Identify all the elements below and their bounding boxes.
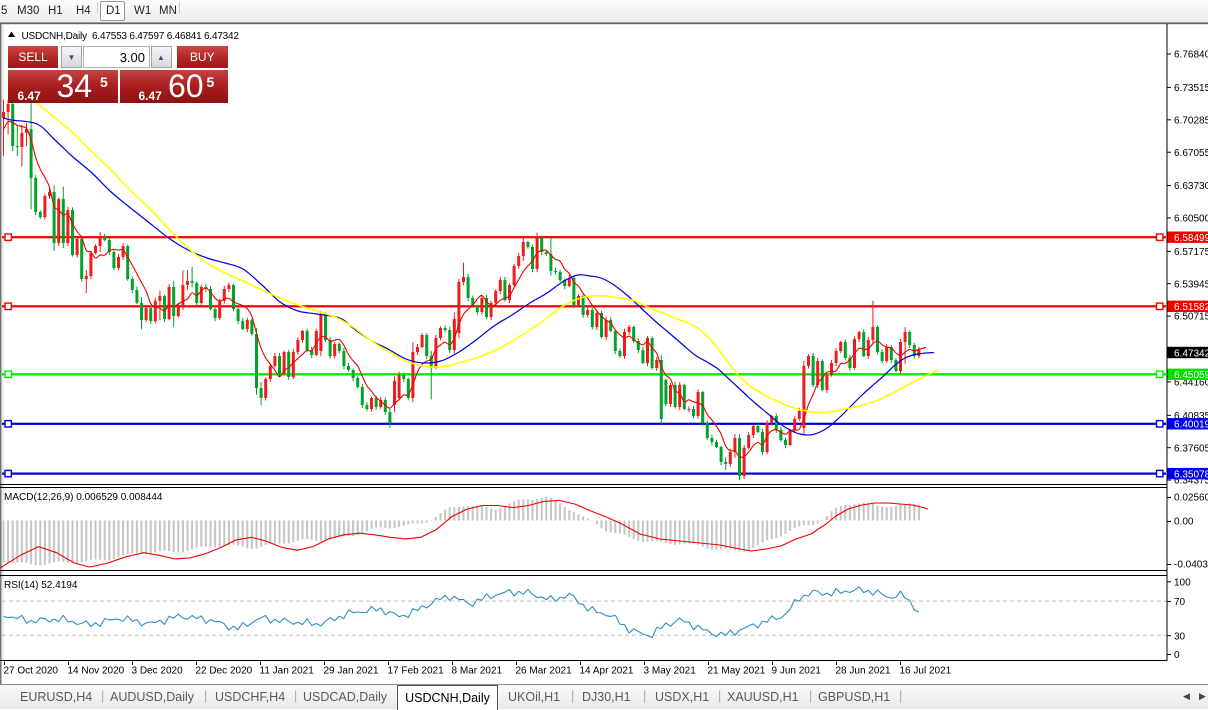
svg-text:6.76840: 6.76840 bbox=[1174, 50, 1208, 61]
svg-text:6.57175: 6.57175 bbox=[1174, 247, 1208, 258]
svg-text:14 Apr 2021: 14 Apr 2021 bbox=[580, 666, 634, 677]
svg-text:6.40019: 6.40019 bbox=[1174, 420, 1208, 431]
svg-text:28 Jun 2021: 28 Jun 2021 bbox=[836, 666, 891, 677]
svg-text:6.63730: 6.63730 bbox=[1174, 181, 1208, 192]
svg-text:6.37605: 6.37605 bbox=[1174, 443, 1208, 454]
svg-text:RSI(14) 52.4194: RSI(14) 52.4194 bbox=[4, 580, 78, 591]
svg-text:3 May 2021: 3 May 2021 bbox=[644, 666, 697, 677]
svg-text:14 Nov 2020: 14 Nov 2020 bbox=[68, 666, 125, 677]
svg-text:29 Jan 2021: 29 Jan 2021 bbox=[324, 666, 379, 677]
svg-text:0: 0 bbox=[1174, 650, 1180, 661]
svg-text:6.47342: 6.47342 bbox=[1174, 348, 1208, 359]
svg-text:26 Mar 2021: 26 Mar 2021 bbox=[516, 666, 573, 677]
svg-text:6.51582: 6.51582 bbox=[1174, 302, 1208, 313]
svg-text:8 Mar 2021: 8 Mar 2021 bbox=[452, 666, 503, 677]
svg-text:6.45059: 6.45059 bbox=[1174, 370, 1208, 381]
svg-text:9 Jun 2021: 9 Jun 2021 bbox=[772, 666, 822, 677]
svg-text:6.35078: 6.35078 bbox=[1174, 469, 1208, 480]
svg-text:6.58499: 6.58499 bbox=[1174, 233, 1208, 244]
svg-text:6.60500: 6.60500 bbox=[1174, 214, 1208, 225]
svg-text:22 Dec 2020: 22 Dec 2020 bbox=[196, 666, 253, 677]
svg-text:17 Feb 2021: 17 Feb 2021 bbox=[388, 666, 445, 677]
svg-text:11 Jan 2021: 11 Jan 2021 bbox=[260, 666, 315, 677]
svg-text:0.025609: 0.025609 bbox=[1174, 493, 1208, 504]
svg-text:6.73515: 6.73515 bbox=[1174, 83, 1208, 94]
svg-text:70: 70 bbox=[1174, 597, 1186, 608]
svg-text:16 Jul 2021: 16 Jul 2021 bbox=[900, 666, 952, 677]
svg-text:6.70285: 6.70285 bbox=[1174, 115, 1208, 126]
svg-text:6.53945: 6.53945 bbox=[1174, 279, 1208, 290]
svg-text:100: 100 bbox=[1174, 577, 1191, 588]
svg-text:27 Oct 2020: 27 Oct 2020 bbox=[4, 666, 59, 677]
svg-text:0.00: 0.00 bbox=[1174, 517, 1194, 528]
svg-text:MACD(12,26,9) 0.006529 0.00844: MACD(12,26,9) 0.006529 0.008444 bbox=[4, 492, 163, 503]
svg-text:6.67055: 6.67055 bbox=[1174, 148, 1208, 159]
svg-text:-0.040386: -0.040386 bbox=[1174, 560, 1208, 571]
svg-text:21 May 2021: 21 May 2021 bbox=[708, 666, 766, 677]
svg-text:USDCNH,Daily 6.47553 6.47597: USDCNH,Daily 6.47553 6.47597 6.46841 6.4… bbox=[22, 31, 240, 42]
svg-text:3 Dec 2020: 3 Dec 2020 bbox=[132, 666, 184, 677]
svg-text:30: 30 bbox=[1174, 631, 1186, 642]
svg-text:6.50715: 6.50715 bbox=[1174, 312, 1208, 323]
